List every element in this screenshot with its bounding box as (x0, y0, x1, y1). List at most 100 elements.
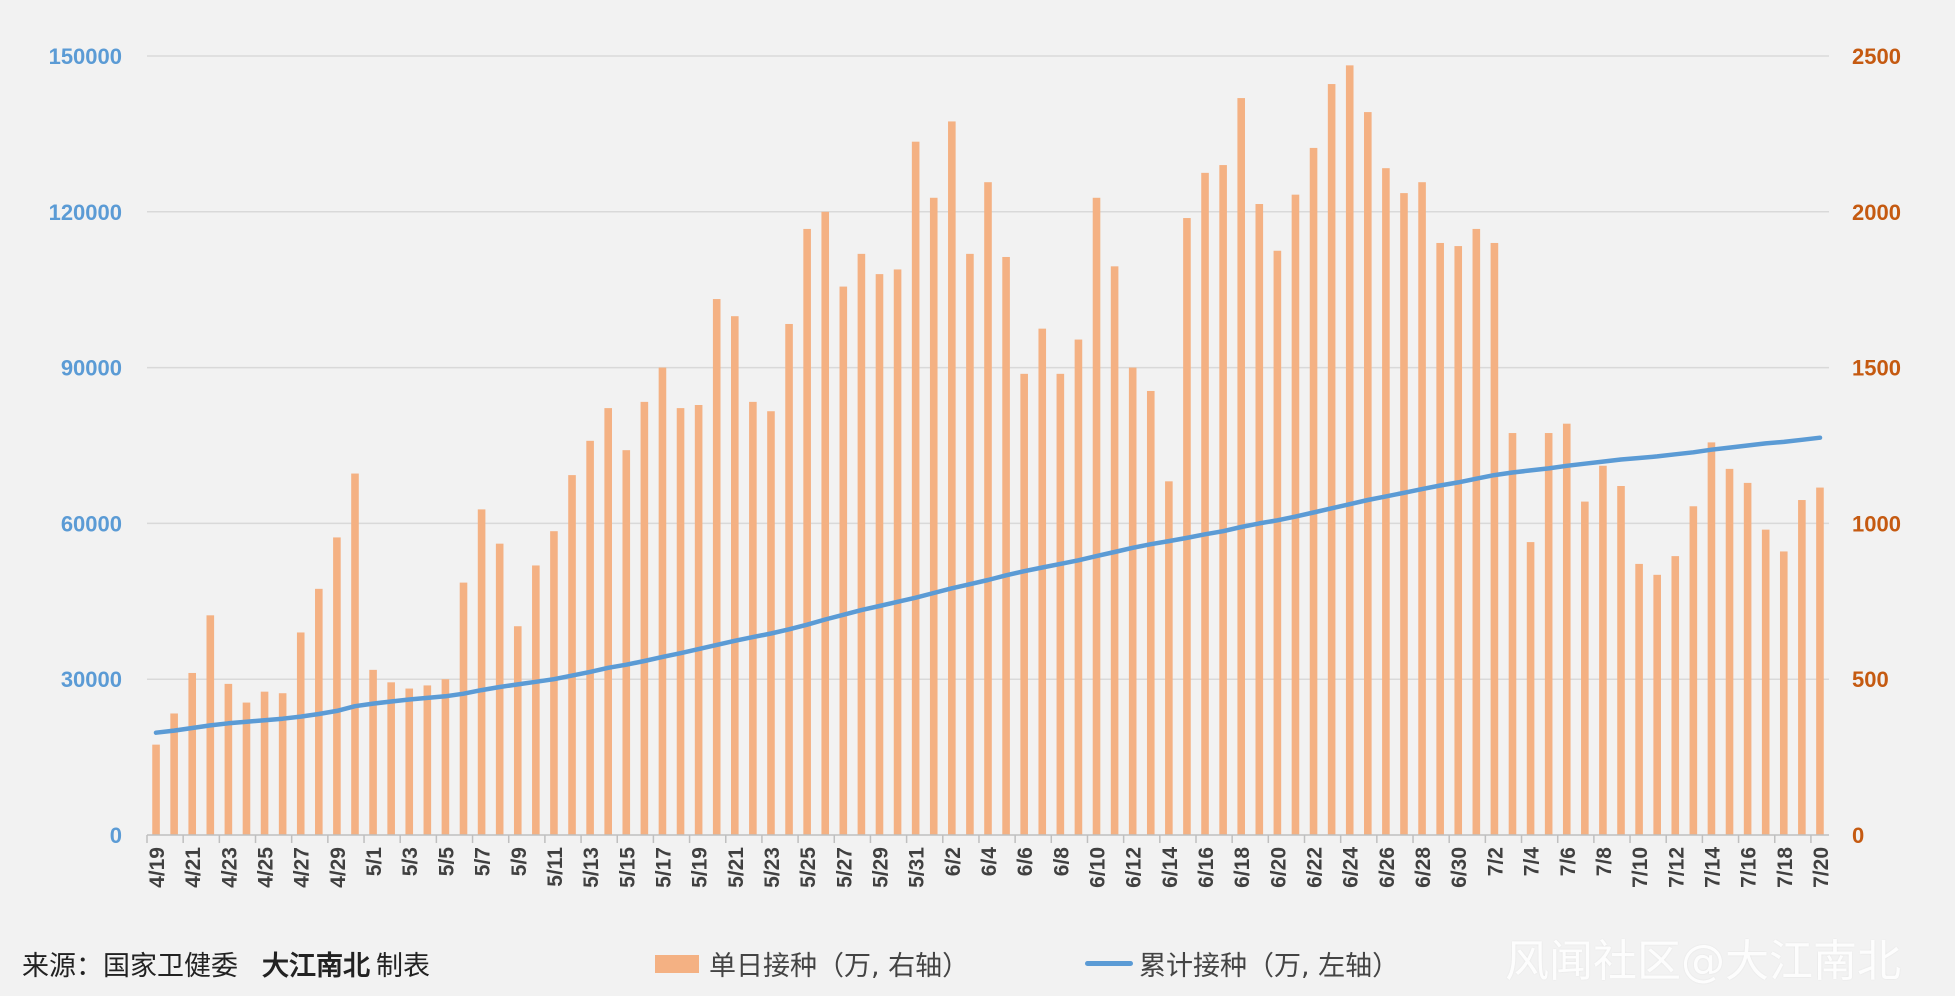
bar (369, 669, 377, 835)
line-series (153, 435, 1823, 735)
bar (1725, 468, 1734, 835)
bar (1761, 529, 1770, 835)
bar (857, 253, 866, 836)
legend-line-swatch (1085, 961, 1133, 966)
x-tick-label: 6/12 (1123, 847, 1146, 888)
bar (1165, 481, 1173, 835)
bar (1635, 563, 1643, 835)
x-tick-label: 7/2 (1484, 847, 1507, 876)
x-tick-label: 7/18 (1774, 847, 1797, 888)
bar (1689, 506, 1698, 835)
x-tick-label: 6/6 (1014, 847, 1037, 876)
bar (1327, 84, 1336, 835)
bar (1798, 500, 1806, 835)
bar (785, 323, 793, 835)
x-tick-label: 5/17 (652, 847, 675, 888)
bar (1526, 542, 1535, 835)
bar (224, 683, 233, 835)
left-axis-tick-label: 150000 (49, 44, 122, 69)
bar (839, 286, 848, 836)
right-axis-tick-label: 1000 (1852, 511, 1901, 536)
x-tick-label: 5/15 (616, 847, 639, 888)
x-tick-label: 5/31 (906, 847, 929, 888)
bar (1436, 242, 1444, 835)
bar (1146, 390, 1155, 835)
bar (604, 408, 612, 835)
source-label: 来源：国家卫健委 (22, 951, 238, 982)
bar-series (152, 65, 1824, 836)
x-tick-label: 7/4 (1521, 847, 1544, 877)
bar (948, 121, 956, 836)
right-axis-tick-label: 1500 (1852, 356, 1901, 381)
bar (495, 543, 504, 835)
x-tick-label: 6/26 (1376, 847, 1399, 888)
bar (622, 450, 631, 835)
x-tick-label: 5/23 (761, 847, 784, 888)
left-axis-tick-label: 90000 (61, 356, 122, 381)
bar (1201, 172, 1209, 836)
bar (1743, 482, 1752, 835)
chart: 0 30000 60000 90000 120000 150000 0 500 1000 150… (49, 44, 1901, 888)
bar (1364, 112, 1372, 835)
x-tick-label: 4/27 (291, 847, 314, 888)
bar (1472, 228, 1481, 836)
bar (803, 228, 811, 836)
x-axis: 4/19 4/21 4/23 4/25 4/27 4/29 5/1 5/3 5/5 5/7 5/9 5… (146, 834, 1833, 888)
bar (1418, 182, 1426, 835)
x-tick-label: 5/11 (544, 847, 567, 887)
x-tick-label: 5/27 (833, 847, 856, 888)
x-tick-label: 7/6 (1557, 847, 1580, 876)
x-tick-label: 4/19 (146, 847, 169, 888)
x-tick-label: 5/5 (435, 847, 458, 877)
legend-bar-label: 单日接种（万, 右轴） (709, 951, 970, 982)
bar (532, 565, 540, 835)
x-tick-label: 4/23 (218, 847, 241, 888)
cumulative-line (153, 435, 1823, 735)
x-tick-label: 5/25 (797, 847, 820, 888)
bar (1617, 486, 1625, 835)
bar (1653, 574, 1661, 835)
x-tick-label: 6/30 (1448, 847, 1471, 888)
bar (278, 693, 287, 835)
bar (1581, 501, 1589, 835)
bar (767, 411, 775, 835)
legend-item-cumulative: 累计接种（万, 左轴） (1085, 944, 1399, 983)
x-tick-label: 6/4 (978, 847, 1001, 877)
bar (1002, 256, 1010, 835)
x-tick-label: 5/7 (472, 847, 495, 876)
bar (749, 401, 757, 835)
bar (1020, 373, 1028, 835)
bar (477, 509, 486, 835)
left-axis-tick-label: 30000 (61, 667, 122, 692)
bar (152, 744, 160, 835)
x-tick-label: 6/28 (1412, 847, 1435, 888)
x-tick-label: 6/20 (1267, 847, 1290, 888)
bar (1779, 551, 1788, 835)
bar (242, 702, 251, 835)
x-tick-label: 5/21 (725, 847, 748, 888)
legend-item-daily: 单日接种（万, 右轴） (655, 944, 969, 983)
x-tick-label: 7/12 (1665, 847, 1688, 888)
bar (1671, 556, 1680, 835)
x-tick-label: 7/10 (1629, 847, 1652, 888)
bar (459, 582, 468, 835)
bar (875, 274, 884, 835)
bar (170, 713, 178, 835)
x-tick-label: 5/29 (869, 847, 892, 888)
bar (929, 197, 938, 835)
bar (676, 408, 685, 835)
bar (658, 367, 667, 835)
bar (1273, 250, 1282, 835)
bar (966, 253, 974, 836)
x-tick-label: 5/9 (508, 847, 531, 876)
bar (694, 404, 703, 835)
left-axis-tick-label: 0 (110, 823, 122, 848)
bar (568, 475, 576, 835)
bar (405, 688, 414, 835)
bar (513, 626, 522, 835)
bar (1038, 328, 1047, 835)
x-tick-label: 4/21 (182, 847, 205, 888)
x-tick-label: 6/2 (942, 847, 965, 876)
bar (1816, 487, 1824, 835)
x-tick-label: 7/14 (1701, 847, 1724, 888)
